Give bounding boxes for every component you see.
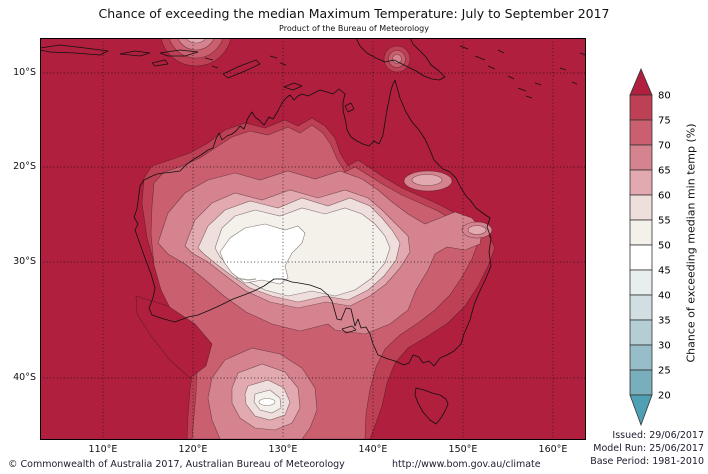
colorbar-tick-label: 35 — [658, 316, 671, 327]
colorbar-tick-label: 50 — [658, 241, 671, 252]
contour-qld-60-65-b — [468, 226, 486, 235]
issued-date: Issued: 29/06/2017 — [612, 430, 704, 441]
colorbar-tick-label: 80 — [658, 91, 671, 102]
lon-label-160e: 160°E — [539, 444, 568, 455]
colorbar-segment-50-55 — [630, 220, 652, 245]
lon-label-150e: 150°E — [449, 444, 478, 455]
lon-label-130e: 130°E — [269, 444, 298, 455]
page-subtitle: Product of the Bureau of Meteorology — [0, 24, 708, 33]
colorbar-arrow-top — [630, 69, 652, 95]
colorbar-tick-label: 45 — [658, 266, 671, 277]
lon-label-140e: 140°E — [359, 444, 388, 455]
contour-darwin-65-70 — [393, 55, 402, 64]
colorbar-tick-label: 55 — [658, 216, 671, 227]
contour-qld-60-65-a — [412, 175, 442, 186]
colorbar-axis-label: Chance of exceeding median min temp (%) — [685, 123, 698, 362]
colorbar-tick-label: 30 — [658, 341, 671, 352]
bom-url: http://www.bom.gov.au/climate — [392, 459, 541, 470]
colorbar-segment-75-80 — [630, 95, 652, 120]
colorbar-tick-label: 75 — [658, 116, 671, 127]
colorbar-segment-60-65 — [630, 170, 652, 195]
figure: Chance of exceeding the median Maximum T… — [0, 0, 708, 474]
colorbar-segment-25-30 — [630, 345, 652, 370]
colorbar-segment-40-45 — [630, 270, 652, 295]
lat-label-10s: 10°S — [0, 67, 36, 78]
lon-label-110e: 110°E — [89, 444, 118, 455]
copyright-text: © Commonwealth of Australia 2017, Austra… — [8, 459, 345, 470]
page-title: Chance of exceeding the median Maximum T… — [0, 6, 708, 21]
colorbar-segment-45-50 — [630, 245, 652, 270]
contour-south-45-50 — [259, 399, 275, 406]
colorbar-tick-label: 65 — [658, 166, 671, 177]
colorbar-tick-label: 25 — [658, 366, 671, 377]
colorbar-arrow-bottom — [630, 395, 652, 425]
colorbar-segment-35-40 — [630, 295, 652, 320]
lon-label-120e: 120°E — [179, 444, 208, 455]
colorbar-tick-label: 20 — [658, 391, 671, 402]
base-period: Base Period: 1981-2010 — [590, 456, 704, 467]
colorbar-tick-label: 70 — [658, 141, 671, 152]
lat-label-20s: 20°S — [0, 161, 36, 172]
colorbar-segment-65-70 — [630, 145, 652, 170]
colorbar-tick-label: 40 — [658, 291, 671, 302]
colorbar-segment-70-75 — [630, 120, 652, 145]
colorbar-segment-30-35 — [630, 320, 652, 345]
lat-label-40s: 40°S — [0, 372, 36, 383]
model-run-date: Model Run: 25/06/2017 — [593, 443, 704, 454]
lat-label-30s: 30°S — [0, 256, 36, 267]
colorbar-tick-label: 60 — [658, 191, 671, 202]
colorbar: 80 75 70 65 60 55 50 45 40 35 30 25 20 — [628, 66, 688, 430]
map-canvas — [40, 38, 586, 440]
colorbar-segment-20-25 — [630, 370, 652, 395]
colorbar-segment-55-60 — [630, 195, 652, 220]
